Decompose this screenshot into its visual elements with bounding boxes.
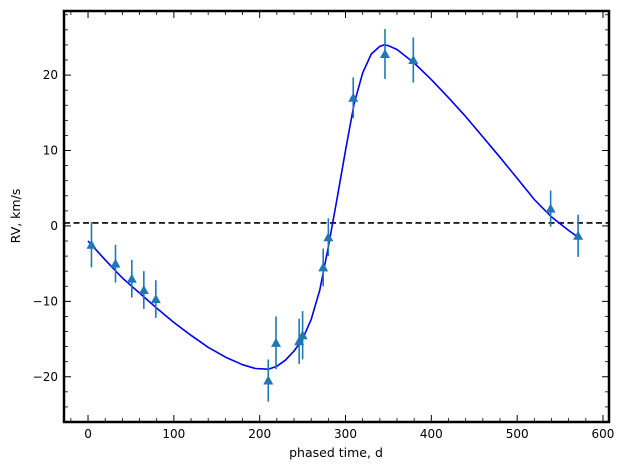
- data-point-9: [318, 262, 329, 272]
- y-tick-label: 20: [43, 68, 58, 82]
- data-point-4: [150, 294, 161, 304]
- x-tick-label: 500: [506, 427, 529, 441]
- data-point-5: [263, 375, 274, 385]
- plot-content: [64, 29, 609, 402]
- data-point-6: [270, 337, 281, 347]
- x-tick-label: 200: [248, 427, 271, 441]
- data-point-13: [408, 55, 419, 65]
- data-point-3: [138, 285, 149, 295]
- x-tick-label: 400: [420, 427, 443, 441]
- data-point-2: [126, 273, 137, 283]
- y-tick-label: −20: [33, 370, 58, 384]
- data-point-11: [348, 92, 359, 102]
- data-point-15: [573, 230, 584, 240]
- x-axis-label: phased time, d: [289, 445, 383, 460]
- data-point-14: [545, 203, 556, 213]
- data-point-12: [379, 48, 390, 58]
- data-point-10: [323, 232, 334, 242]
- y-tick-label: 0: [50, 219, 58, 233]
- data-point-7: [294, 336, 305, 346]
- data-point-1: [110, 258, 121, 268]
- plot-frame: [62, 9, 611, 424]
- x-tick-label: 300: [334, 427, 357, 441]
- axis-ticks: 0 100 200 300 400 500 600 −20 −10 0 10 20: [33, 11, 615, 441]
- y-tick-label: −10: [33, 294, 58, 308]
- y-axis-label: RV, km/s: [8, 189, 23, 244]
- x-tick-label: 0: [84, 427, 92, 441]
- x-tick-label: 600: [592, 427, 615, 441]
- x-tick-label: 100: [162, 427, 185, 441]
- data-point-0: [86, 239, 97, 249]
- data-point-8: [297, 330, 308, 340]
- model-curve: [87, 44, 579, 370]
- y-tick-label: 10: [43, 144, 58, 158]
